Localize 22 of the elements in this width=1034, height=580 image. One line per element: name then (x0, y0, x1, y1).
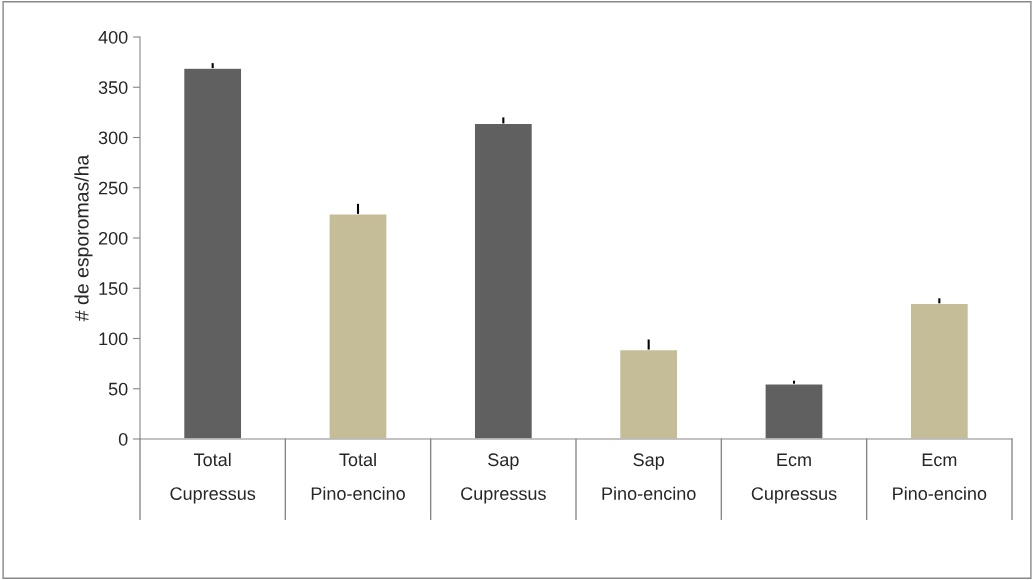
y-tick-label: 250 (98, 181, 128, 195)
y-tick-label: 300 (98, 131, 128, 145)
x-tick-label: Ecm Cupressus (751, 453, 837, 504)
bar (764, 383, 824, 439)
bar (909, 302, 970, 439)
y-tick-label: 200 (98, 231, 128, 245)
x-tick-label: Total Cupressus (170, 452, 256, 504)
bar (182, 67, 243, 439)
bar (473, 122, 534, 439)
x-tick-label: Sap Cupressus (461, 453, 546, 504)
y-tick-label: 400 (98, 30, 128, 44)
y-tick-label: 350 (98, 81, 128, 94)
x-tick-label: Total Pino-encino (311, 452, 405, 500)
bar (328, 213, 388, 439)
y-axis-title: # de esporomas/ha (74, 154, 93, 322)
y-tick-label: 150 (99, 282, 128, 295)
x-tick-label: Sap Pino-encino (602, 453, 696, 500)
bar (618, 348, 679, 439)
y-tick-label: 50 (108, 382, 128, 396)
x-tick-label: Ecm Pino-encino (893, 453, 987, 500)
y-tick-label: 100 (99, 332, 128, 346)
y-tick-label: 0 (118, 432, 128, 446)
